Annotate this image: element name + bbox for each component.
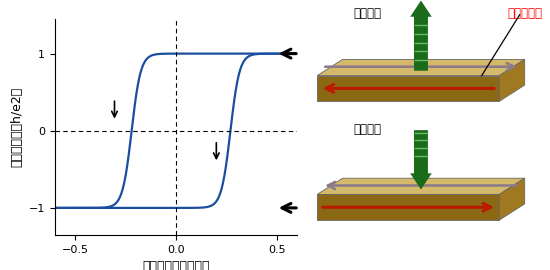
Polygon shape — [317, 76, 499, 101]
Y-axis label: ホール抗抗（h/e2）: ホール抗抗（h/e2） — [10, 87, 23, 167]
Text: 自発磁化: 自発磁化 — [354, 123, 382, 136]
FancyArrow shape — [410, 130, 432, 190]
FancyArrow shape — [410, 1, 432, 71]
Polygon shape — [317, 194, 499, 220]
Polygon shape — [317, 59, 525, 76]
X-axis label: 印加磁場（テスラ）: 印加磁場（テスラ） — [142, 260, 210, 270]
Text: 自発磁化: 自発磁化 — [354, 7, 382, 20]
Text: エッジ電流: エッジ電流 — [508, 7, 542, 20]
Polygon shape — [499, 59, 525, 101]
Polygon shape — [317, 178, 525, 194]
Polygon shape — [499, 178, 525, 220]
